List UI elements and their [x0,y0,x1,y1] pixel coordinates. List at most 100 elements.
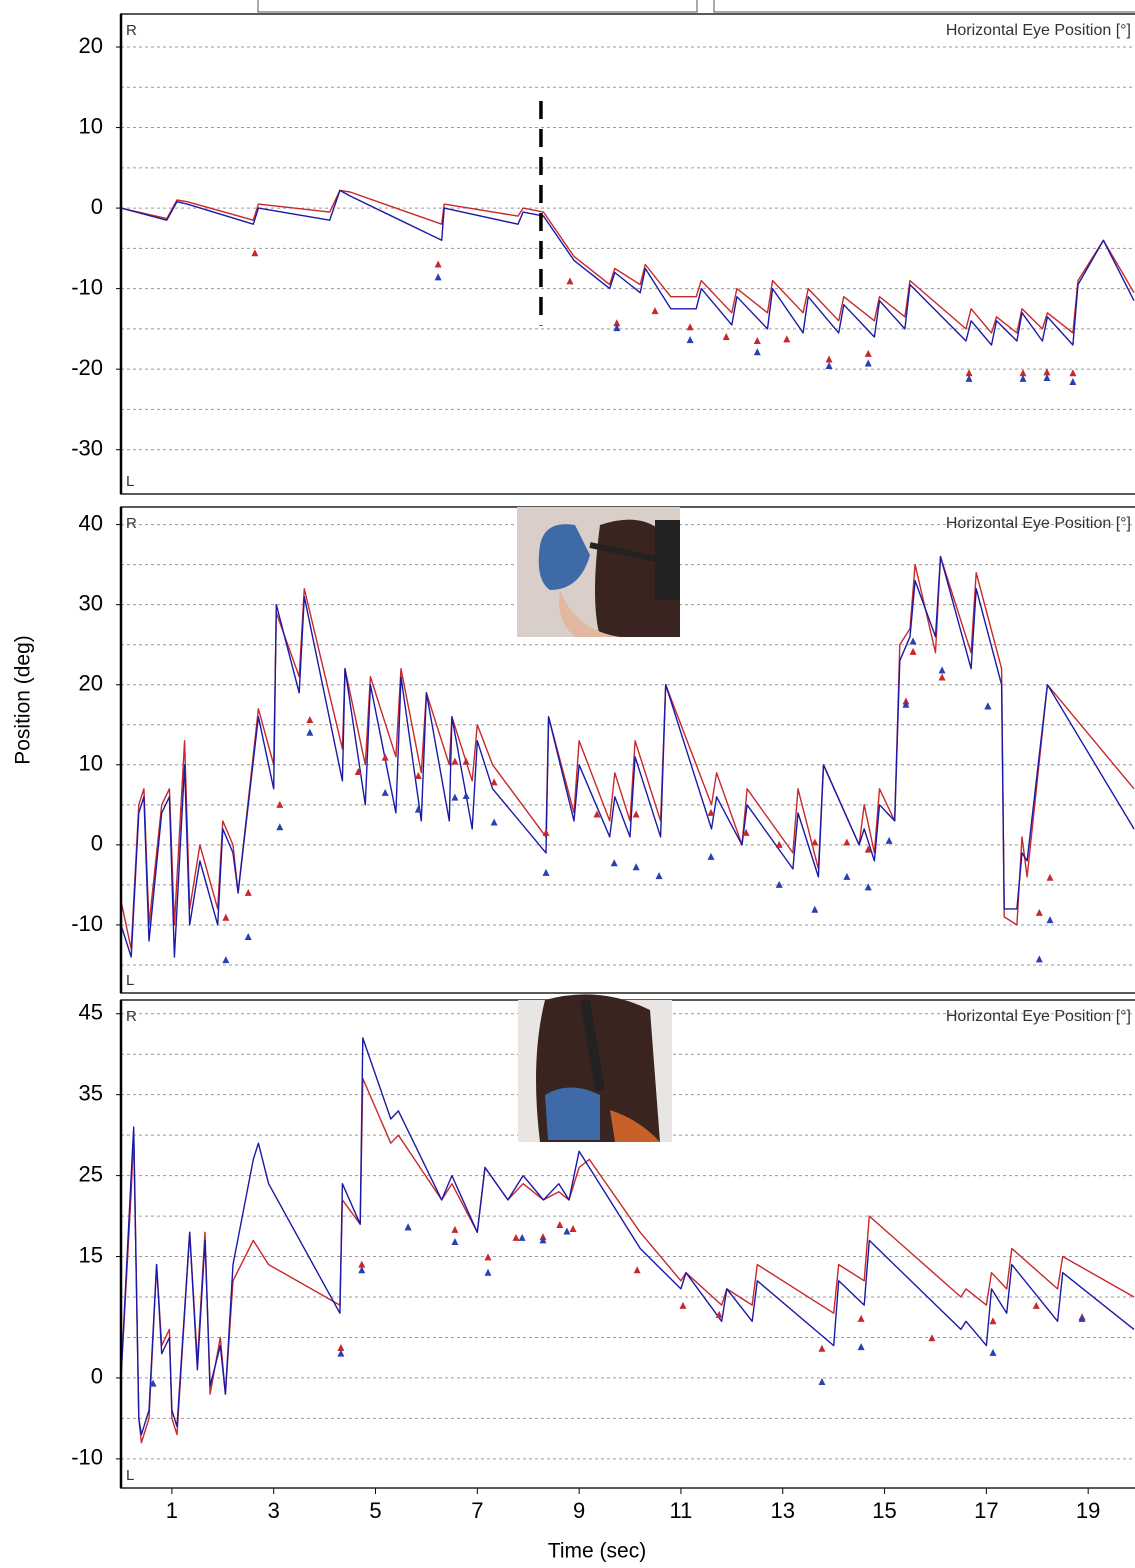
marker [965,369,973,377]
marker [902,700,910,708]
y-tick-label: 20 [79,671,103,696]
marker [825,361,833,369]
marker [451,757,459,765]
marker [276,800,284,808]
marker [843,838,851,846]
y-tick-label: 0 [91,194,103,219]
marker [251,249,259,257]
marker [381,788,389,796]
marker [909,647,917,655]
marker [244,888,252,896]
y-tick-label: 0 [91,1364,103,1389]
marker [1035,955,1043,963]
marker [885,836,893,844]
trace [120,189,1135,346]
marker [1032,1301,1040,1309]
marker [451,1225,459,1233]
marker [337,1349,345,1357]
marker [775,840,783,848]
marker [651,307,659,315]
x-tick-label: 15 [872,1498,896,1523]
trace [120,555,1135,958]
photo [518,994,672,1142]
y-tick-label: 45 [79,1000,103,1025]
x-tick-label: 17 [974,1498,998,1523]
marker [414,805,422,813]
marker [358,1266,366,1274]
marker [518,1233,526,1241]
marker [864,359,872,367]
marker [306,715,314,723]
marker [753,336,761,344]
y-tick-label: 35 [79,1080,103,1105]
marker [857,1314,865,1322]
marker [686,336,694,344]
y-tick-label: -10 [71,911,103,936]
marker [462,757,470,765]
panel: -30 -20 -10 0 10 20 Horizontal Eye Position [°… [71,13,1135,495]
marker [1043,374,1051,382]
marker [938,666,946,674]
marker [707,808,715,816]
plot-area [121,14,1135,494]
marker [938,673,946,681]
right-label: R [126,515,137,532]
marker [613,319,621,327]
x-tick-label: 3 [268,1498,280,1523]
marker [775,880,783,888]
marker [633,1266,641,1274]
marker [783,335,791,343]
y-tick-label: 10 [79,113,103,138]
marker [434,260,442,268]
y-tick-label: -10 [71,1445,103,1470]
y-axis-label: Position (deg) [12,635,35,765]
marker [1019,369,1027,377]
marker [928,1334,936,1342]
x-tick-label: 13 [771,1498,795,1523]
marker [857,1343,865,1351]
marker [542,868,550,876]
photo [517,507,680,637]
marker [811,905,819,913]
y-tick-label: -10 [71,274,103,299]
marker [679,1301,687,1309]
panel-title: Horizontal Eye Position [°] [946,1008,1131,1025]
trace [120,1037,1135,1436]
top-box [713,0,1135,13]
top-box [257,0,698,13]
marker [818,1344,826,1352]
marker [462,792,470,800]
y-tick-label: 15 [79,1242,103,1267]
marker [381,753,389,761]
y-tick-label: 40 [79,510,103,535]
marker [843,872,851,880]
marker [222,913,230,921]
right-label: R [126,22,137,39]
marker [484,1268,492,1276]
marker [632,863,640,871]
x-tick-label: 1 [166,1498,178,1523]
x-tick-label: 5 [369,1498,381,1523]
y-tick-label: 30 [79,590,103,615]
left-label: L [126,1467,134,1484]
marker [753,348,761,356]
marker [451,1237,459,1245]
marker [864,349,872,357]
marker [542,828,550,836]
x-tick-label: 19 [1076,1498,1100,1523]
x-tick-label: 7 [471,1498,483,1523]
marker [722,332,730,340]
marker [864,883,872,891]
panel-title: Horizontal Eye Position [°] [946,515,1131,532]
left-label: L [126,972,134,989]
marker [686,323,694,331]
marker [818,1377,826,1385]
marker [484,1253,492,1261]
marker [909,637,917,645]
marker [566,277,574,285]
y-tick-label: 10 [79,751,103,776]
marker [1035,908,1043,916]
marker [1019,374,1027,382]
